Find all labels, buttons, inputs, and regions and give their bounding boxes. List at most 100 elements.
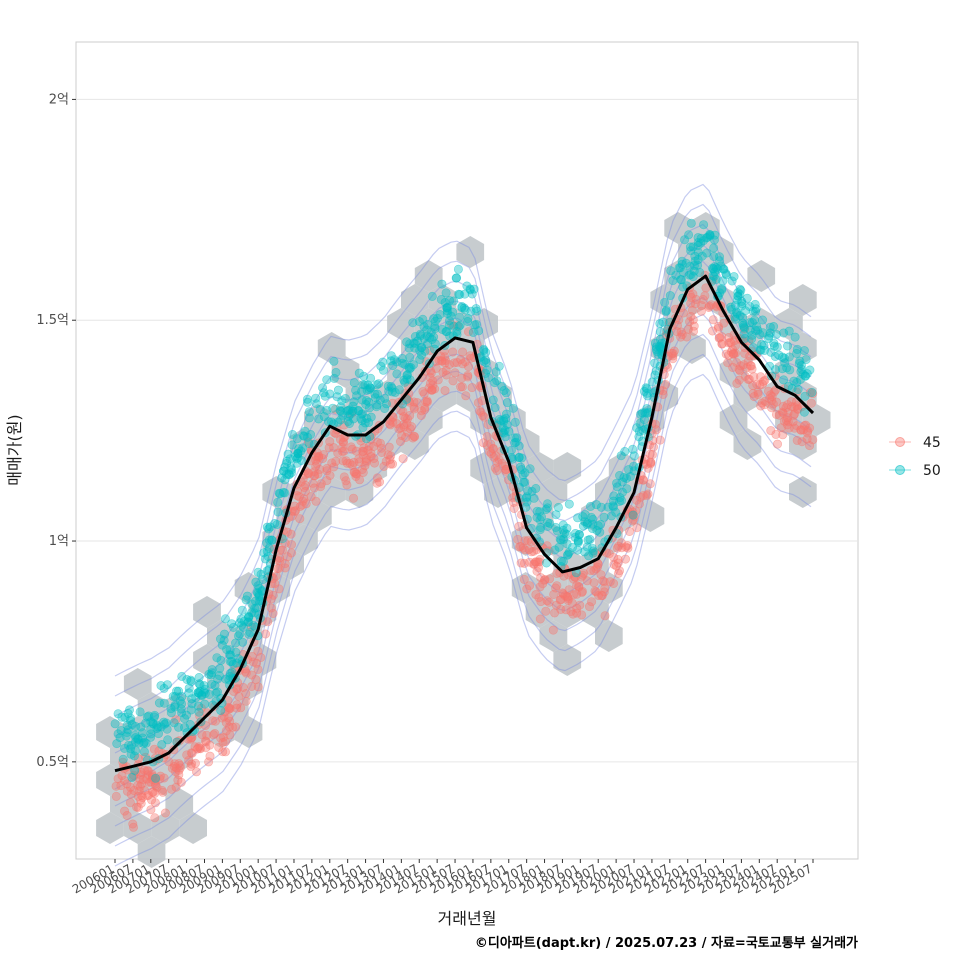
scatter-point-50 — [748, 306, 758, 316]
scatter-point-45 — [677, 330, 687, 340]
scatter-point-50 — [685, 242, 695, 252]
scatter-point-45 — [456, 382, 466, 392]
scatter-point-45 — [388, 417, 398, 427]
scatter-point-45 — [143, 766, 153, 776]
scatter-point-45 — [409, 404, 419, 414]
scatter-point-45 — [612, 543, 622, 553]
scatter-point-50 — [463, 316, 473, 326]
scatter-point-45 — [208, 716, 218, 726]
scatter-point-50 — [408, 318, 418, 328]
scatter-point-45 — [361, 456, 371, 466]
scatter-point-50 — [422, 331, 432, 341]
scatter-point-45 — [416, 410, 426, 420]
scatter-point-50 — [238, 637, 248, 647]
scatter-point-45 — [111, 781, 121, 791]
scatter-point-50 — [453, 264, 463, 274]
scatter-point-50 — [163, 735, 173, 745]
scatter-point-50 — [799, 407, 809, 417]
hexbin-cell — [789, 476, 817, 508]
scatter-point-45 — [563, 592, 573, 602]
scatter-point-45 — [410, 432, 420, 442]
scatter-point-45 — [322, 463, 332, 473]
scatter-point-50 — [779, 328, 789, 338]
scatter-point-50 — [616, 496, 626, 506]
scatter-point-45 — [146, 805, 156, 815]
scatter-point-45 — [479, 412, 489, 422]
scatter-point-50 — [371, 402, 381, 412]
scatter-point-45 — [475, 406, 485, 416]
scatter-point-45 — [394, 424, 404, 434]
scatter-point-50 — [204, 689, 214, 699]
scatter-point-50 — [227, 667, 237, 677]
scatter-point-50 — [497, 381, 507, 391]
scatter-point-50 — [792, 377, 802, 387]
scatter-point-50 — [229, 622, 239, 632]
scatter-point-50 — [612, 482, 622, 492]
scatter-point-50 — [170, 692, 180, 702]
scatter-point-50 — [244, 612, 254, 622]
hexbin-cell — [179, 812, 207, 844]
hexbin-cell — [304, 452, 332, 484]
scatter-point-50 — [365, 383, 375, 393]
scatter-point-45 — [721, 349, 731, 359]
scatter-point-50 — [714, 252, 724, 262]
scatter-point-50 — [727, 276, 737, 286]
scatter-point-45 — [524, 545, 534, 555]
scatter-point-50 — [329, 356, 339, 366]
scatter-point-45 — [251, 675, 261, 685]
scatter-point-45 — [386, 451, 396, 461]
scatter-point-45 — [440, 386, 450, 396]
scatter-point-45 — [697, 301, 707, 311]
scatter-point-50 — [471, 304, 481, 314]
scatter-point-50 — [693, 233, 703, 243]
scatter-point-50 — [553, 502, 563, 512]
scatter-point-45 — [587, 597, 597, 607]
legend-key-point — [895, 465, 905, 475]
hexbin-cell — [539, 476, 568, 508]
scatter-point-50 — [709, 271, 719, 281]
scatter-point-50 — [233, 631, 243, 641]
scatter-point-50 — [154, 698, 164, 708]
scatter-point-50 — [573, 545, 583, 555]
hexbin-cell — [96, 716, 124, 748]
scatter-point-50 — [481, 358, 491, 368]
scatter-point-50 — [760, 345, 770, 355]
scatter-point-45 — [349, 467, 359, 477]
scatter-point-50 — [148, 718, 158, 728]
scatter-point-45 — [686, 292, 696, 302]
scatter-point-45 — [450, 368, 460, 378]
scatter-point-45 — [201, 720, 211, 730]
scatter-point-50 — [807, 387, 817, 397]
scatter-point-50 — [502, 398, 512, 408]
y-tick-label: 2억 — [49, 92, 69, 107]
scatter-point-50 — [125, 705, 135, 715]
scatter-point-50 — [397, 353, 407, 363]
scatter-point-45 — [399, 422, 409, 432]
trend-line — [114, 274, 815, 773]
scatter-point-50 — [634, 432, 644, 442]
scatter-point-50 — [156, 681, 166, 691]
scatter-point-50 — [267, 535, 277, 545]
scatter-point-45 — [395, 423, 405, 433]
scatter-point-50 — [717, 285, 727, 295]
scatter-point-50 — [415, 354, 425, 364]
scatter-point-45 — [402, 427, 412, 437]
scatter-point-50 — [442, 306, 452, 316]
scatter-point-50 — [729, 272, 739, 282]
scatter-point-45 — [577, 586, 587, 596]
scatter-point-45 — [338, 456, 348, 466]
scatter-point-45 — [322, 476, 332, 486]
scatter-point-50 — [412, 336, 422, 346]
scatter-point-50 — [555, 534, 565, 544]
scatter-point-45 — [425, 372, 435, 382]
scatter-point-45 — [441, 365, 451, 375]
scatter-point-50 — [262, 522, 272, 532]
scatter-point-50 — [177, 699, 187, 709]
scatter-point-50 — [739, 323, 749, 333]
scatter-point-50 — [418, 314, 428, 324]
scatter-point-50 — [290, 451, 300, 461]
scatter-point-50 — [742, 293, 752, 303]
scatter-point-50 — [397, 358, 407, 368]
scatter-point-50 — [207, 668, 217, 678]
scatter-point-45 — [745, 361, 755, 371]
